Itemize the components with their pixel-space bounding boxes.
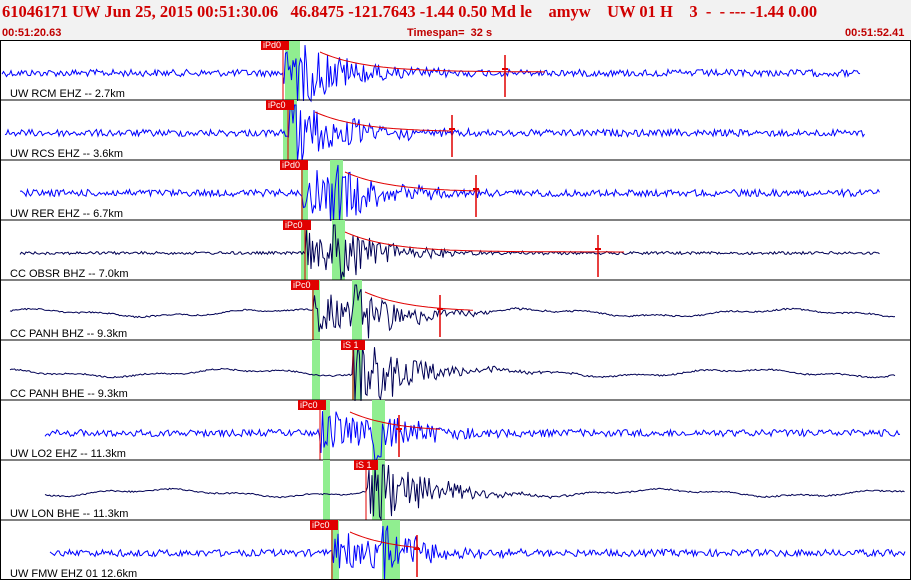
station-label: UW RCS EHZ -- 3.6km <box>10 148 123 160</box>
s-window <box>352 280 362 340</box>
p-pick-label: iPc0 <box>285 220 303 230</box>
waveform-trace <box>9 344 896 402</box>
waveform-trace <box>4 103 865 162</box>
s-window <box>332 220 345 280</box>
coda-curve <box>344 231 624 253</box>
p-pick-label: iPd0 <box>282 160 300 170</box>
trace-panel[interactable]: iPc0 UW RCS EHZ -- 3.6km <box>0 100 911 162</box>
p-window <box>312 340 320 400</box>
p-window <box>312 280 320 340</box>
waveform-trace <box>44 411 901 463</box>
p-pick-flag[interactable] <box>266 100 294 110</box>
s-window <box>382 520 400 580</box>
s-window <box>290 100 297 160</box>
p-pick-flag[interactable] <box>261 40 289 50</box>
p-window <box>323 400 330 460</box>
station-label: CC OBSR BHZ -- 7.0km <box>10 268 129 280</box>
station-label: CC PANH BHZ -- 9.3km <box>10 328 127 340</box>
s-pick-label: iS 1 <box>343 340 359 350</box>
p-pick-label: iPc0 <box>312 520 330 530</box>
waveform-trace <box>1 45 861 103</box>
s-pick-label: iS 1 <box>356 460 372 470</box>
p-pick-flag[interactable] <box>298 400 326 410</box>
station-label: CC PANH BHE -- 9.3km <box>10 388 128 400</box>
trace-panel[interactable]: iPc0 CC PANH BHZ -- 9.3km <box>0 280 911 341</box>
station-label: UW LON BHE -- 11.3km <box>10 508 128 520</box>
p-pick-flag[interactable] <box>283 220 311 230</box>
header-bar: 61046171 UW Jun 25, 2015 00:51:30.06 46.… <box>0 0 911 40</box>
station-label: UW LO2 EHZ -- 11.3km <box>10 448 126 460</box>
coda-curve <box>364 291 474 311</box>
seismogram-panels[interactable]: iPd0 UW RCM EHZ -- 2.7km iPc0 UW RCS EHZ --… <box>0 40 911 580</box>
end-time: 00:51:52.41 <box>845 27 905 39</box>
s-window <box>352 340 362 400</box>
waveform-trace <box>49 525 906 580</box>
p-pick-label: iPd0 <box>263 40 281 50</box>
waveform-trace <box>9 284 896 339</box>
s-pick-flag[interactable] <box>354 460 378 470</box>
start-time: 00:51:20.63 <box>2 27 62 39</box>
station-label: UW FMW EHZ 01 12.6km <box>10 568 137 580</box>
p-pick-label: iPc0 <box>293 280 311 290</box>
station-label: UW RCM EHZ -- 2.7km <box>10 88 125 100</box>
p-window <box>283 100 290 160</box>
p-window <box>301 160 308 220</box>
s-pick-flag[interactable] <box>341 340 365 350</box>
p-pick-flag[interactable] <box>310 520 338 530</box>
trace-panel[interactable]: iS 1 UW LON BHE -- 11.3km <box>0 460 911 521</box>
p-pick-flag[interactable] <box>280 160 308 170</box>
trace-panel[interactable]: iPc0 UW FMW EHZ 01 12.6km <box>0 520 911 580</box>
waveform-trace <box>19 164 880 222</box>
coda-curve <box>349 531 420 549</box>
trace-panel[interactable]: iS 1 CC PANH BHE -- 9.3km <box>0 340 911 402</box>
coda-curve <box>344 171 481 192</box>
timespan-label: Timespan= 32 s <box>407 27 493 39</box>
coda-curve <box>314 111 454 132</box>
trace-panel[interactable]: iPc0 UW LO2 EHZ -- 11.3km <box>0 400 911 463</box>
waveform-trace <box>19 224 880 280</box>
trace-panel[interactable]: iPd0 UW RER EHZ -- 6.7km <box>0 160 911 222</box>
waveform-trace <box>44 464 905 521</box>
trace-panel[interactable]: iPc0 CC OBSR BHZ -- 7.0km <box>0 220 911 281</box>
coda-curve <box>319 51 545 73</box>
coda-curve <box>349 411 441 430</box>
p-window <box>323 460 330 520</box>
station-label: UW RER EHZ -- 6.7km <box>10 208 123 220</box>
p-pick-label: iPc0 <box>300 400 318 410</box>
p-window <box>331 520 339 580</box>
event-title: 61046171 UW Jun 25, 2015 00:51:30.06 46.… <box>2 2 818 21</box>
p-pick-label: iPc0 <box>268 100 286 110</box>
trace-panel[interactable]: iPd0 UW RCM EHZ -- 2.7km <box>0 40 911 103</box>
p-pick-flag[interactable] <box>291 280 319 290</box>
